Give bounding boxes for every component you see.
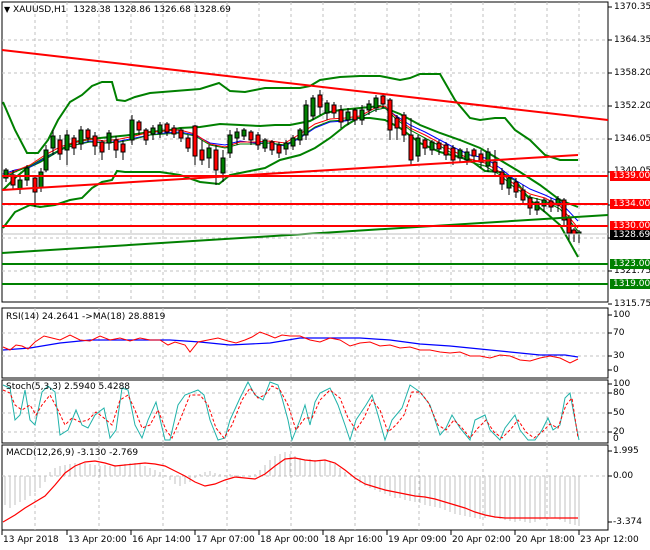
macd-panel[interactable] xyxy=(1,444,609,531)
stoch-tick: 0 xyxy=(613,434,619,444)
rsi-ma-line xyxy=(2,337,579,358)
ohlc-open: 1328.38 xyxy=(73,5,111,15)
time-tick: 13 Apr 2018 xyxy=(3,535,59,545)
price-tick: 1321.75 xyxy=(614,266,650,276)
macd-tick: 1.995 xyxy=(613,446,639,456)
ascending-red-trendline xyxy=(1,154,579,191)
stoch-tick: 80 xyxy=(613,388,625,398)
chart-title: ▼ XAUUSD,H1 1328.38 1328.86 1326.68 1328… xyxy=(4,5,231,15)
descending-trendline xyxy=(1,49,609,121)
level-label-1339: 1339.00 xyxy=(610,171,650,181)
time-tick: 19 Apr 09:00 xyxy=(388,535,447,545)
stoch-tick: 20 xyxy=(613,427,625,437)
collapse-triangle-icon[interactable]: ▼ xyxy=(4,5,11,14)
rsi-panel[interactable] xyxy=(1,307,609,379)
macd-tick: -3.374 xyxy=(613,517,643,527)
price-panel[interactable] xyxy=(1,1,612,305)
time-tick: 23 Apr 12:00 xyxy=(580,535,639,545)
stoch-tick: 50 xyxy=(613,408,625,418)
rsi-tick: 30 xyxy=(613,351,625,361)
macd-tick: 0.00 xyxy=(613,471,634,481)
price-tick: 1370.35 xyxy=(614,2,650,12)
current-price-label: 1328.69 xyxy=(610,230,650,240)
time-tick: 20 Apr 02:00 xyxy=(452,535,511,545)
stochastic-panel[interactable] xyxy=(1,379,609,444)
rsi-line xyxy=(2,331,579,364)
time-tick: 18 Apr 16:00 xyxy=(324,535,383,545)
time-tick: 16 Apr 14:00 xyxy=(132,535,191,545)
ohlc-high: 1328.86 xyxy=(113,5,151,15)
rsi-tick: 0 xyxy=(613,365,619,375)
macd-histogram xyxy=(4,452,580,526)
price-tick: 1358.20 xyxy=(614,68,650,78)
macd-title: MACD(12,26,9) -3.130 -2.769 xyxy=(6,448,139,458)
ohlc-low: 1326.68 xyxy=(153,5,191,15)
time-tick: 17 Apr 07:00 xyxy=(196,535,255,545)
stoch-tick: 100 xyxy=(613,379,631,389)
candlesticks xyxy=(3,90,582,243)
time-tick: 13 Apr 20:00 xyxy=(68,535,127,545)
time-tick: 18 Apr 00:00 xyxy=(260,535,319,545)
stoch-title: Stoch(5,3,3) 2.5940 5.4288 xyxy=(6,382,131,392)
ohlc-close: 1328.69 xyxy=(193,5,231,15)
stoch-d-line xyxy=(2,385,579,439)
level-label-1330: 1330.00 xyxy=(610,221,650,231)
rsi-tick: 70 xyxy=(613,328,625,338)
level-label-1323: 1323.00 xyxy=(610,259,650,269)
price-tick: 1315.75 xyxy=(614,299,650,309)
level-lines xyxy=(2,175,608,285)
rsi-title: RSI(14) 24.2641 ->MA(18) 28.8819 xyxy=(6,312,166,322)
rsi-tick: 100 xyxy=(613,310,631,320)
level-label-1319: 1319.00 xyxy=(610,279,650,289)
price-tick: 1364.35 xyxy=(614,35,650,45)
level-label-1334: 1334.00 xyxy=(610,199,650,209)
symbol-label: XAUUSD,H1 xyxy=(13,5,67,15)
time-tick: 20 Apr 18:00 xyxy=(516,535,575,545)
stoch-k-line xyxy=(2,380,580,442)
price-tick: 1346.05 xyxy=(614,134,650,144)
macd-signal-line xyxy=(2,457,578,523)
price-tick: 1352.20 xyxy=(614,101,650,111)
